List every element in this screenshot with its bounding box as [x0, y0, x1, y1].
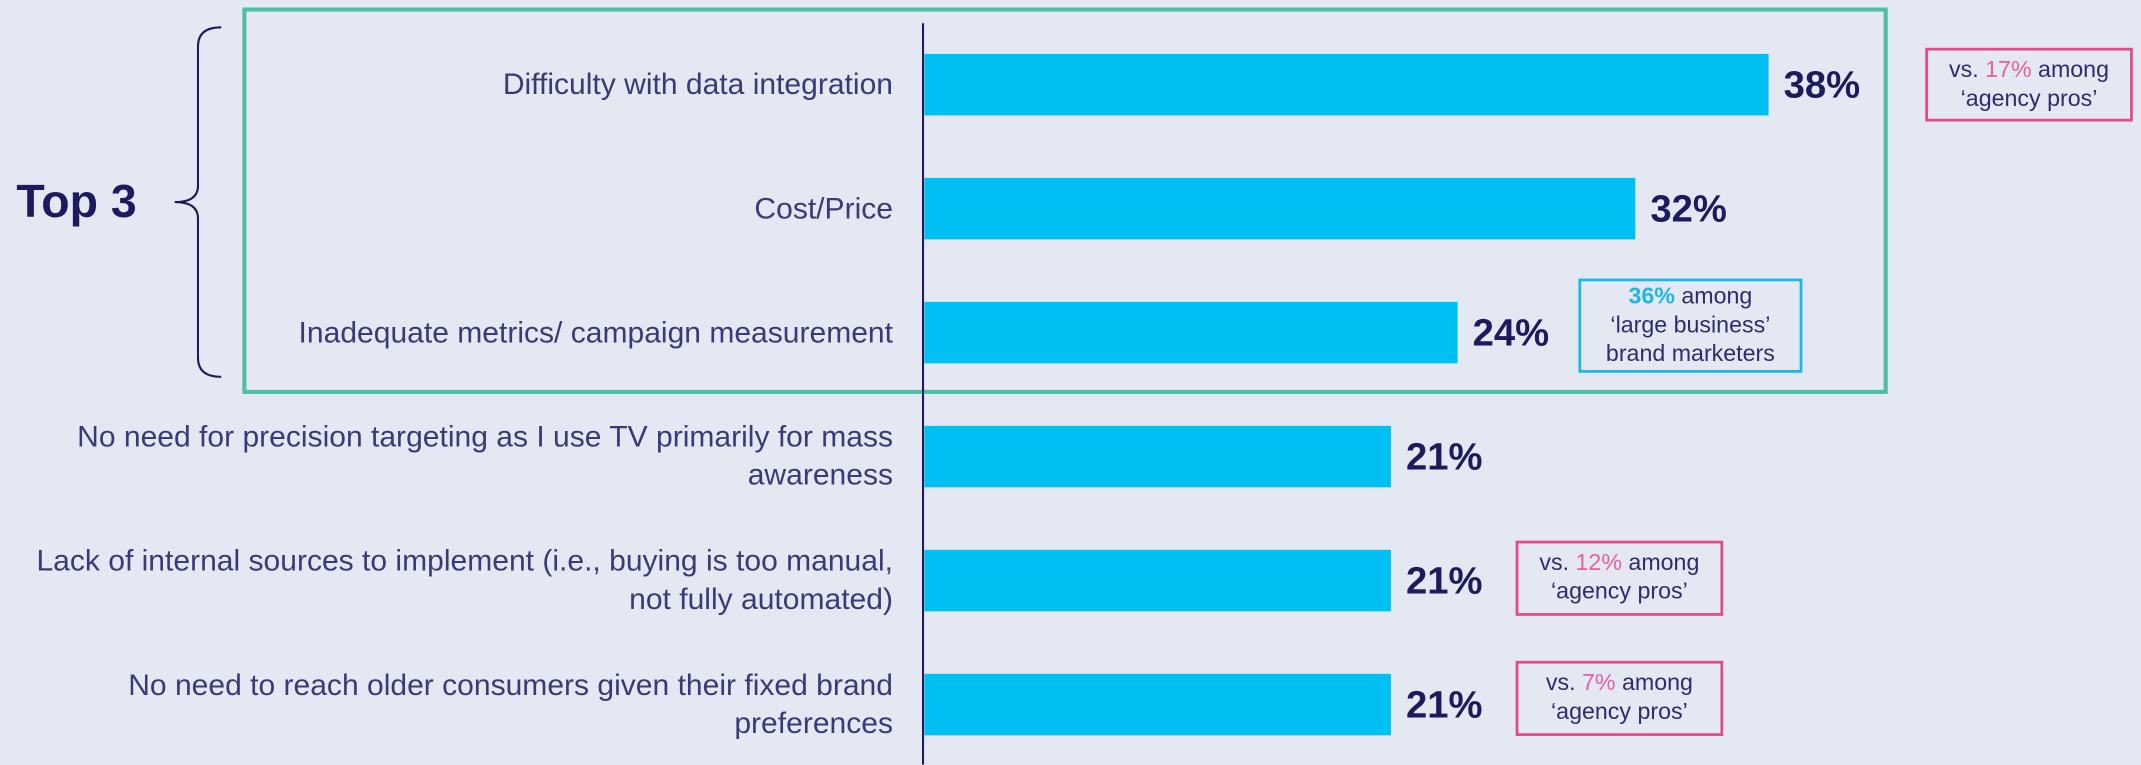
value-label: 32%	[1650, 187, 1726, 230]
callout-box	[1925, 47, 2133, 122]
brace	[174, 26, 222, 378]
callout-highlight: 17%	[1985, 56, 2031, 82]
bar	[924, 673, 1391, 736]
callout: 36% among ‘large business’ brand markete…	[1578, 278, 1803, 373]
bar	[924, 301, 1458, 364]
callout: vs. 12% among ‘agency pros’	[1515, 540, 1724, 616]
callout-text: vs.	[1949, 56, 1985, 82]
callout-line: vs. 7% among	[1546, 669, 1693, 695]
category-label: No need for precision targeting as I use…	[77, 419, 893, 493]
callout: vs. 7% among ‘agency pros’	[1515, 660, 1724, 736]
callout: vs. 17% among ‘agency pros’	[1925, 47, 2133, 122]
top3-box	[242, 7, 1888, 394]
callout-line: vs. 17% among	[1949, 56, 2109, 82]
callout-highlight: 7%	[1582, 669, 1616, 695]
callout-text: among	[1675, 283, 1752, 309]
callout-line: ‘agency pros’	[1551, 578, 1688, 604]
callout-text: among	[2032, 56, 2109, 82]
value-label: 21%	[1406, 435, 1482, 478]
group-label: Top 3	[16, 175, 136, 227]
callout-box	[1578, 278, 1803, 373]
category-label: Difficulty with data integration	[502, 66, 893, 102]
bar	[924, 425, 1391, 488]
category-label: Cost/Price	[754, 190, 893, 226]
callout-text: vs.	[1546, 669, 1582, 695]
callout-line: ‘large business’	[1610, 311, 1770, 337]
bar	[924, 549, 1391, 612]
callout-line: vs. 12% among	[1539, 549, 1699, 575]
category-label: Inadequate metrics/ campaign measurement	[298, 314, 893, 349]
callout-line: ‘agency pros’	[1961, 85, 2098, 111]
value-label: 38%	[1784, 63, 1861, 106]
category-label: Lack of internal sources to implement (i…	[36, 543, 893, 617]
bar	[924, 53, 1769, 116]
value-label: 21%	[1406, 559, 1482, 602]
callout-line: 36% among	[1628, 283, 1752, 309]
callout-line: ‘agency pros’	[1551, 698, 1688, 724]
callout-text: among	[1616, 669, 1693, 695]
callout-box	[1515, 540, 1724, 616]
value-label: 21%	[1406, 683, 1482, 726]
callout-highlight: 36%	[1628, 283, 1675, 309]
callout-line: brand marketers	[1606, 340, 1775, 366]
callout-highlight: 12%	[1576, 549, 1622, 575]
bar	[924, 177, 1636, 240]
callout-text: vs.	[1539, 549, 1575, 575]
value-label: 24%	[1473, 311, 1550, 354]
callout-box	[1515, 660, 1724, 736]
category-label: No need to reach older consumers given t…	[128, 667, 893, 741]
callout-text: among	[1622, 549, 1699, 575]
